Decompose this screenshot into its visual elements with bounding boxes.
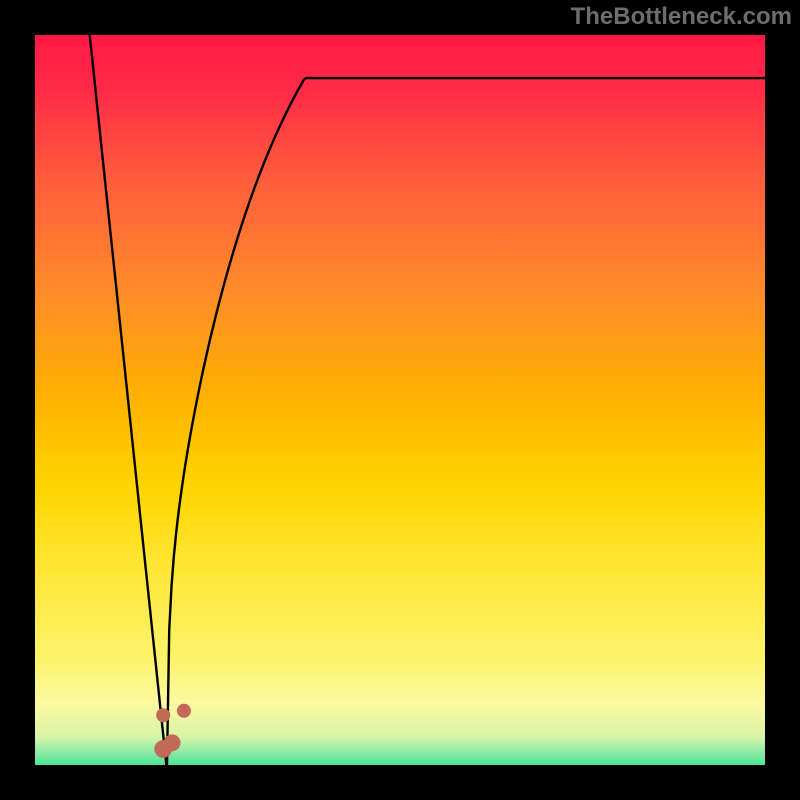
marker-dot: [156, 708, 170, 722]
chart-svg: [0, 0, 800, 800]
marker-dot: [177, 704, 191, 718]
plot-background: [30, 30, 770, 770]
bottleneck-chart: TheBottleneck.com: [0, 0, 800, 800]
watermark-label: TheBottleneck.com: [571, 3, 792, 31]
